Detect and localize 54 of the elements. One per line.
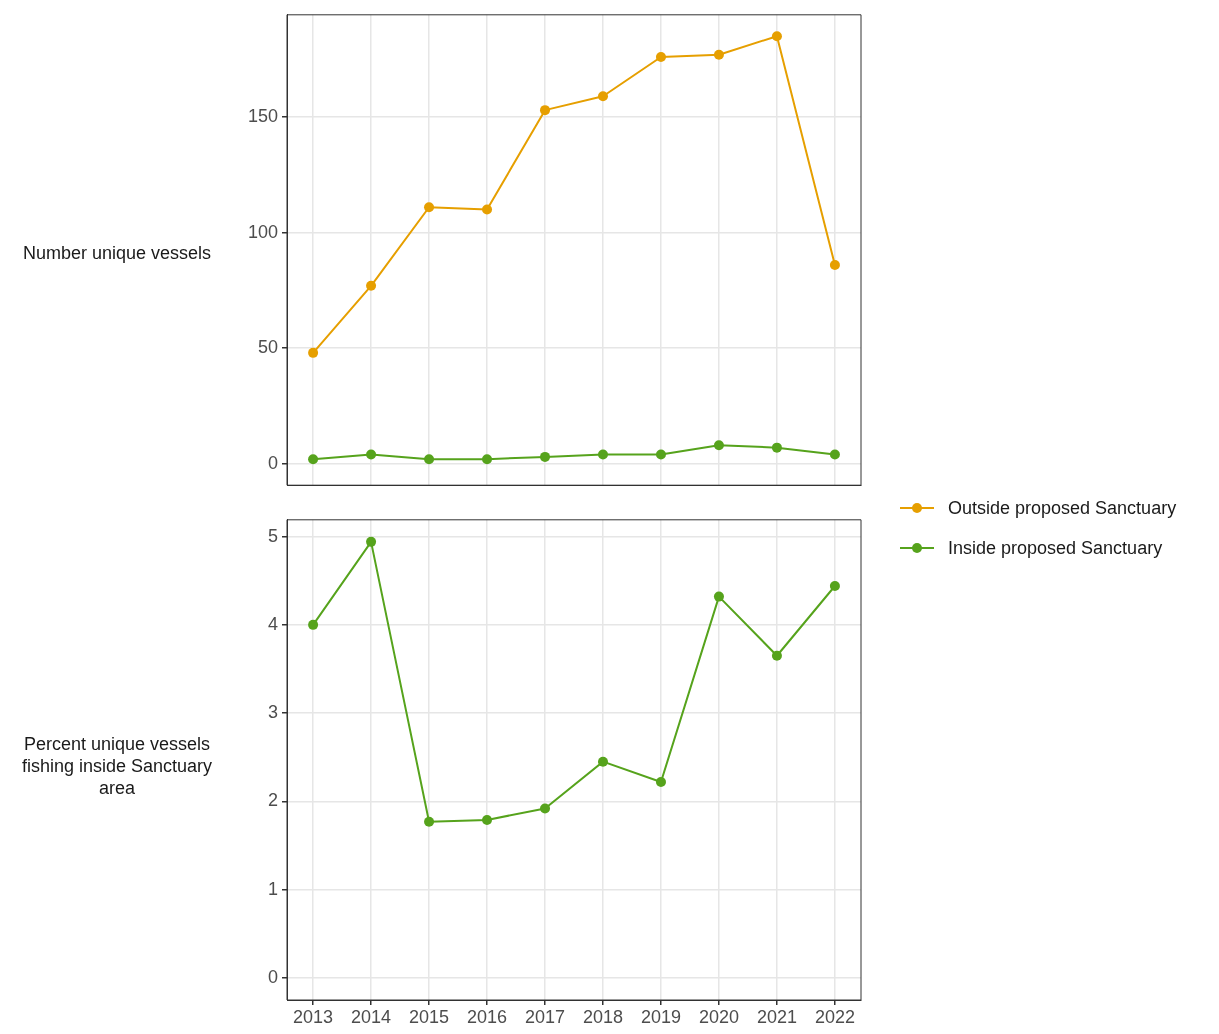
point xyxy=(713,49,724,60)
y-tick-label: 5 xyxy=(267,525,278,546)
point xyxy=(308,347,319,358)
legend-label: Inside proposed Sanctuary xyxy=(948,537,1163,559)
point xyxy=(366,449,377,460)
y-tick-label: 50 xyxy=(257,337,278,358)
point xyxy=(366,536,377,547)
x-tick-label: 2017 xyxy=(524,1006,566,1027)
x-tick-label: 2019 xyxy=(640,1006,681,1027)
point xyxy=(540,451,551,462)
point xyxy=(771,650,782,661)
point xyxy=(713,440,724,451)
y-tick-label: 4 xyxy=(267,613,278,634)
point xyxy=(655,776,666,787)
y-tick-label: 100 xyxy=(247,221,278,242)
y-tick-label: 0 xyxy=(267,966,278,987)
x-tick-label: 2015 xyxy=(409,1006,450,1027)
point xyxy=(482,814,493,825)
y-axis-title: Number unique vessels xyxy=(21,241,213,264)
legend-label: Outside proposed Sanctuary xyxy=(948,497,1177,519)
x-tick-label: 2021 xyxy=(756,1006,797,1027)
y-tick-label: 0 xyxy=(267,452,278,473)
point xyxy=(540,803,551,814)
point xyxy=(597,756,608,767)
point xyxy=(829,260,840,271)
y-tick-label: 2 xyxy=(267,790,278,811)
x-tick-label: 2013 xyxy=(293,1006,334,1027)
x-tick-label: 2014 xyxy=(351,1006,392,1027)
point xyxy=(655,449,666,460)
point xyxy=(540,105,551,116)
point xyxy=(597,91,608,102)
point xyxy=(771,31,782,42)
x-tick-label: 2022 xyxy=(814,1006,855,1027)
y-tick-label: 1 xyxy=(267,878,278,899)
x-tick-label: 2016 xyxy=(467,1006,508,1027)
point xyxy=(713,591,724,602)
point xyxy=(366,280,377,291)
point xyxy=(655,51,666,62)
point xyxy=(829,581,840,591)
x-tick-label: 2020 xyxy=(698,1006,739,1027)
point xyxy=(771,442,782,453)
point xyxy=(424,202,435,213)
point xyxy=(424,816,435,827)
point xyxy=(482,454,493,465)
y-tick-label: 3 xyxy=(267,702,278,723)
point xyxy=(829,449,840,460)
y-axis-title: Percent unique vessels fishing inside Sanctuary area xyxy=(20,733,214,799)
point xyxy=(308,619,319,630)
y-tick-label: 150 xyxy=(247,106,278,127)
x-tick-label: 2018 xyxy=(582,1006,624,1027)
point xyxy=(308,454,319,465)
point xyxy=(597,449,608,460)
point xyxy=(424,454,435,465)
point xyxy=(482,204,493,215)
